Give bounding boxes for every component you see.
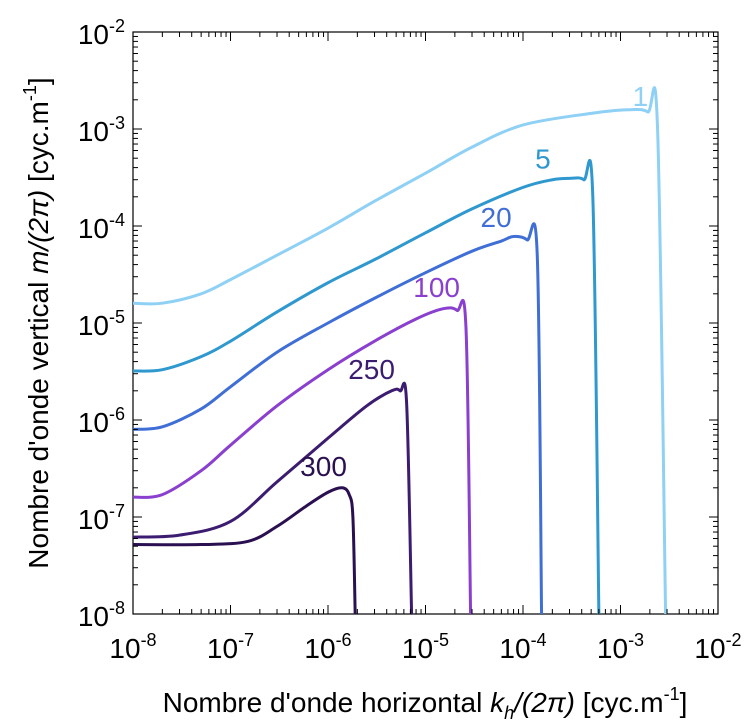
y-axis-title-close: ] bbox=[23, 77, 54, 85]
y-tick-label-exp: -7 bbox=[109, 501, 125, 521]
y-tick-label-base: 10 bbox=[78, 310, 109, 341]
y-axis-title-unit: [cyc.m bbox=[23, 101, 54, 190]
x-axis-title-part1: Nombre d'onde horizontal bbox=[163, 687, 491, 718]
y-axis-title-m: m/(2π) bbox=[23, 190, 54, 274]
x-tick-label: 10-5 bbox=[402, 630, 449, 664]
x-axis-title-part2: /(2π) bbox=[512, 687, 575, 718]
x-tick-label-exp: -6 bbox=[336, 630, 352, 650]
series-label-5: 5 bbox=[535, 143, 551, 174]
x-tick-label: 10-3 bbox=[597, 630, 644, 664]
x-tick-label-base: 10 bbox=[109, 633, 140, 664]
x-axis-title-unit: [cyc.m bbox=[575, 687, 664, 718]
y-tick-label: 10-2 bbox=[78, 16, 125, 50]
y-tick-label-base: 10 bbox=[78, 213, 109, 244]
y-tick-label: 10-3 bbox=[78, 113, 125, 147]
y-axis-title-exp: -1 bbox=[20, 85, 40, 101]
series-label-1: 1 bbox=[633, 81, 649, 112]
y-tick-label: 10-4 bbox=[78, 210, 125, 244]
series-label-100: 100 bbox=[413, 272, 460, 303]
tick-labels-group: 10-8 10-7 10-6 10-5 10-4 10-3 10-210-810-710-6… bbox=[78, 16, 742, 664]
y-tick-label-base: 10 bbox=[78, 407, 109, 438]
y-axis-title: Nombre d'onde vertical m/(2π) [cyc.m-1] bbox=[20, 77, 54, 568]
x-axis-title-k: k bbox=[490, 687, 506, 718]
x-tick-label-base: 10 bbox=[207, 633, 238, 664]
x-axis-title-close: ] bbox=[680, 687, 688, 718]
series-line-20 bbox=[132, 222, 544, 615]
x-tick-label: 10-7 bbox=[207, 630, 254, 664]
x-tick-label-base: 10 bbox=[597, 633, 628, 664]
y-tick-label-base: 10 bbox=[78, 504, 109, 535]
plot-area bbox=[132, 31, 719, 615]
x-tick-label-exp: -7 bbox=[238, 630, 254, 650]
x-tick-label-exp: -5 bbox=[433, 630, 449, 650]
x-tick-label-exp: -3 bbox=[628, 630, 644, 650]
x-tick-label-exp: -4 bbox=[531, 630, 547, 650]
series-line-100 bbox=[132, 298, 473, 615]
series-line-1 bbox=[132, 86, 668, 615]
curve-labels-group: 1 5 20 100 250 300 bbox=[300, 81, 648, 482]
y-tick-label-exp: -2 bbox=[109, 16, 125, 36]
x-tick-label-base: 10 bbox=[499, 633, 530, 664]
series-label-300: 300 bbox=[300, 451, 347, 482]
series-line-250 bbox=[132, 381, 414, 615]
y-tick-label-base: 10 bbox=[78, 19, 109, 50]
x-tick-label: 10-6 bbox=[304, 630, 351, 664]
y-tick-label: 10-7 bbox=[78, 501, 125, 535]
y-tick-label-exp: -3 bbox=[109, 113, 125, 133]
x-tick-label: 10-2 bbox=[694, 630, 741, 664]
ticks-group bbox=[132, 31, 719, 615]
y-tick-label-exp: -4 bbox=[109, 210, 125, 230]
y-tick-label: 10-5 bbox=[78, 307, 125, 341]
y-tick-label: 10-8 bbox=[78, 598, 125, 632]
series-label-250: 250 bbox=[348, 354, 395, 385]
curves-group bbox=[132, 86, 668, 615]
series-line-5 bbox=[132, 159, 601, 615]
x-axis-title: Nombre d'onde horizontal kh/(2π) [cyc.m-… bbox=[163, 684, 688, 723]
y-tick-label-base: 10 bbox=[78, 116, 109, 147]
x-tick-label: 10-8 bbox=[109, 630, 156, 664]
y-axis-title-part1: Nombre d'onde vertical bbox=[23, 274, 54, 569]
x-tick-label-base: 10 bbox=[694, 633, 725, 664]
x-axis-title-exp: -1 bbox=[664, 684, 680, 704]
y-tick-label-base: 10 bbox=[78, 601, 109, 632]
y-tick-label-exp: -5 bbox=[109, 307, 125, 327]
series-label-20: 20 bbox=[481, 202, 512, 233]
series-line-300 bbox=[132, 486, 357, 615]
x-tick-label-base: 10 bbox=[304, 633, 335, 664]
x-axis-title-h: h bbox=[504, 703, 514, 723]
x-tick-label-base: 10 bbox=[402, 633, 433, 664]
y-tick-label: 10-6 bbox=[78, 404, 125, 438]
x-tick-label-exp: -2 bbox=[726, 630, 742, 650]
y-tick-label-exp: -6 bbox=[109, 404, 125, 424]
x-tick-label-exp: -8 bbox=[141, 630, 157, 650]
y-tick-label-exp: -8 bbox=[109, 598, 125, 618]
x-tick-label: 10-4 bbox=[499, 630, 546, 664]
